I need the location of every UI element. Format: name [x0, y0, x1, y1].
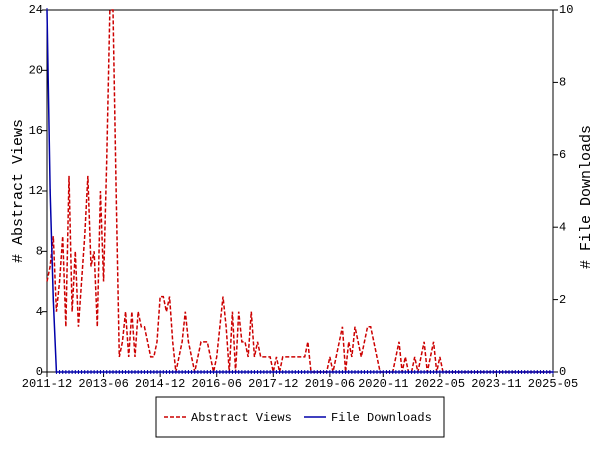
x-tick-label: 2011-12	[22, 377, 72, 391]
y2-tick-label: 2	[559, 293, 566, 307]
x-tick-label: 2022-05	[415, 377, 465, 391]
y-tick-label: 8	[36, 245, 43, 259]
legend	[155, 396, 445, 438]
legend-label: File Downloads	[331, 411, 432, 425]
y2-tick-label: 0	[559, 365, 566, 379]
x-tick-label: 2013-06	[78, 377, 128, 391]
y-tick-label: 16	[29, 124, 43, 138]
y-tick-label: 24	[29, 3, 43, 17]
x-tick-label: 2025-05	[528, 377, 578, 391]
y2-tick-label: 10	[559, 3, 573, 17]
x-tick-label: 2020-11	[358, 377, 408, 391]
x-tick-label: 2017-12	[248, 377, 298, 391]
x-tick-label: 2016-06	[192, 377, 242, 391]
y-tick-label: 0	[36, 365, 43, 379]
y-tick-label: 12	[29, 184, 43, 198]
y2-tick-label: 6	[559, 148, 566, 162]
y-tick-label: 20	[29, 64, 43, 78]
legend-label: Abstract Views	[191, 411, 292, 425]
y2-tick-label: 4	[559, 220, 566, 234]
x-tick-label: 2019-06	[305, 377, 355, 391]
y-axis-label: # Abstract Views	[10, 119, 27, 263]
x-tick-label: 2014-12	[135, 377, 185, 391]
x-tick-label: 2023-11	[471, 377, 521, 391]
y-tick-label: 4	[36, 305, 43, 319]
y2-axis-label: # File Downloads	[578, 125, 595, 269]
series-line	[46, 9, 553, 373]
series-line	[46, 9, 553, 373]
y2-tick-label: 8	[559, 76, 566, 90]
